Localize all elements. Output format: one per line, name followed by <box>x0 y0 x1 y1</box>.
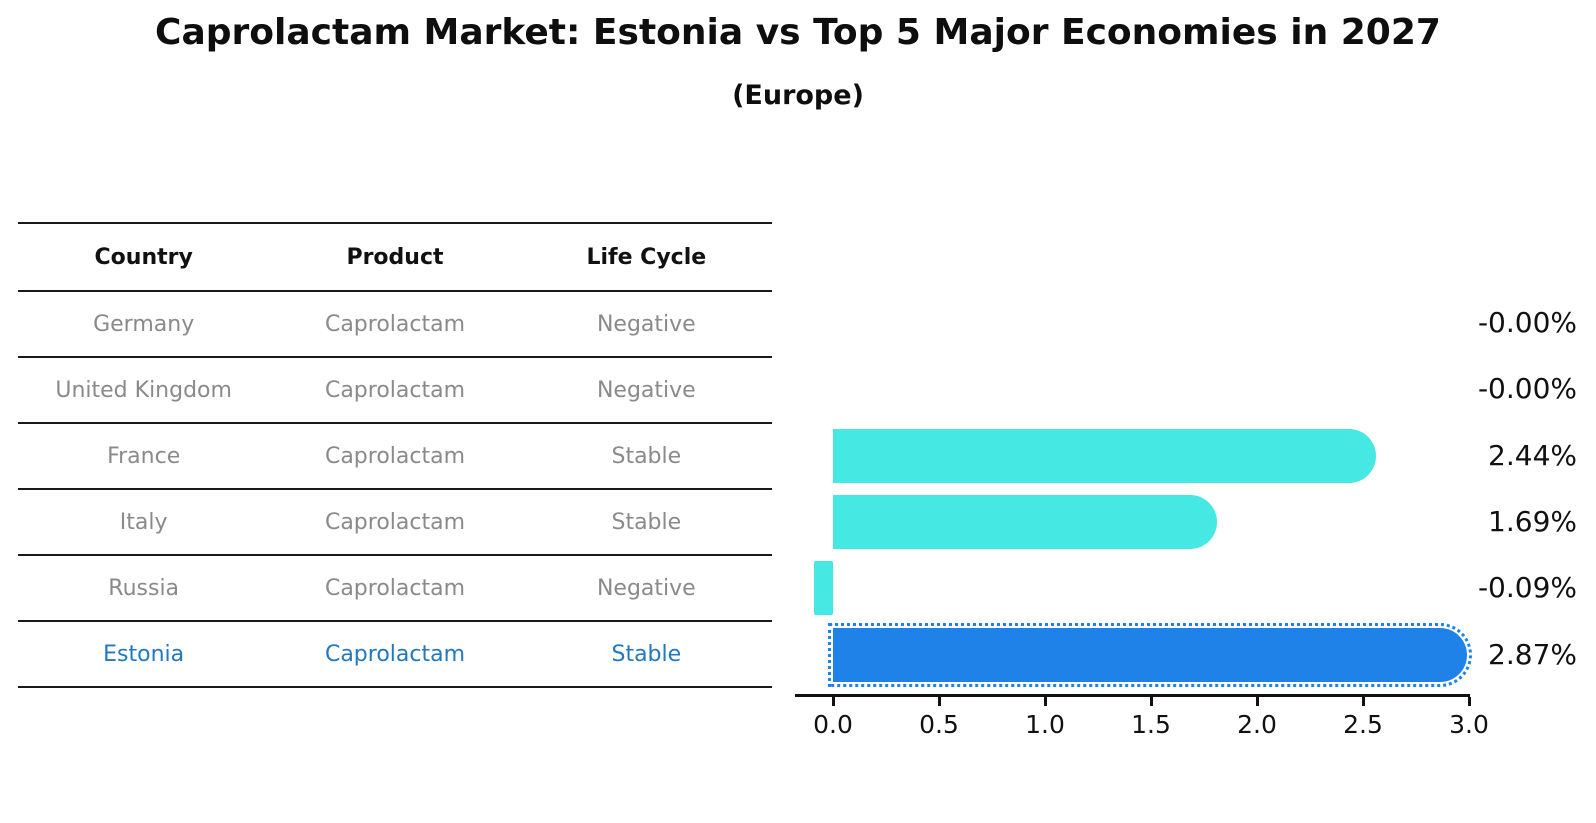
table-header-row: Country Product Life Cycle <box>18 223 772 292</box>
table-row-russia: Russia Caprolactam Negative <box>18 555 772 622</box>
x-tick-label-3.0: 3.0 <box>1449 710 1489 739</box>
life-cycle-cell: Negative <box>520 357 772 424</box>
value-label-united-kingdom: -0.00% <box>1477 372 1577 406</box>
bar-estonia <box>827 622 1473 687</box>
life-cycle-cell: Stable <box>520 423 772 490</box>
bar-france <box>833 428 1377 483</box>
country-cell: Germany <box>18 291 270 358</box>
life-cycle-cell: Stable <box>520 489 772 556</box>
x-tick-mark-1.0 <box>1043 697 1047 706</box>
x-tick-label-1.5: 1.5 <box>1131 710 1171 739</box>
life-cycle-cell: Negative <box>520 555 772 622</box>
country-cell: United Kingdom <box>18 357 270 424</box>
country-cell: France <box>18 423 270 490</box>
country-cell: Estonia <box>18 621 270 688</box>
country-cell: Italy <box>18 489 270 556</box>
x-tick-mark-2.0 <box>1255 697 1259 706</box>
life-cycle-cell: Stable <box>520 621 772 688</box>
country-cell: Russia <box>18 555 270 622</box>
value-label-france: 2.44% <box>1488 438 1577 472</box>
chart-subtitle: (Europe) <box>732 80 864 111</box>
product-cell: Caprolactam <box>269 489 521 556</box>
x-tick-mark-0.0 <box>831 697 835 706</box>
value-label-estonia: 2.87% <box>1488 637 1577 671</box>
column-header-life-cycle: Life Cycle <box>520 223 772 292</box>
value-label-germany: -0.00% <box>1477 306 1577 339</box>
table-row-estonia: Estonia Caprolactam Stable <box>18 621 772 688</box>
bar-russia <box>813 561 833 616</box>
x-tick-label-1.0: 1.0 <box>1025 710 1065 739</box>
column-header-country: Country <box>18 223 270 292</box>
column-header-product: Product <box>269 223 521 292</box>
bar-italy <box>833 494 1218 549</box>
x-tick-label-2.5: 2.5 <box>1343 710 1383 739</box>
value-label-italy: 1.69% <box>1488 504 1577 538</box>
x-tick-mark-0.5 <box>937 697 941 706</box>
x-tick-label-0.0: 0.0 <box>813 710 853 739</box>
value-label-russia: -0.09% <box>1477 571 1577 605</box>
product-cell: Caprolactam <box>269 555 521 622</box>
x-tick-mark-1.5 <box>1149 697 1153 706</box>
life-cycle-cell: Negative <box>520 291 772 358</box>
table-row-france: France Caprolactam Stable <box>18 423 772 490</box>
x-tick-mark-3.0 <box>1467 697 1471 706</box>
table-row-italy: Italy Caprolactam Stable <box>18 489 772 556</box>
x-axis-line <box>795 694 1470 697</box>
product-cell: Caprolactam <box>269 291 521 358</box>
x-tick-mark-2.5 <box>1361 697 1365 706</box>
chart-title: Caprolactam Market: Estonia vs Top 5 Maj… <box>155 12 1441 53</box>
table-row-germany: Germany Caprolactam Negative <box>18 291 772 358</box>
x-tick-label-0.5: 0.5 <box>919 710 959 739</box>
product-cell: Caprolactam <box>269 621 521 688</box>
country-product-table: Country Product Life Cycle Germany Caprol… <box>18 222 772 688</box>
table-row-united-kingdom: United Kingdom Caprolactam Negative <box>18 357 772 424</box>
product-cell: Caprolactam <box>269 357 521 424</box>
x-tick-label-2.0: 2.0 <box>1237 710 1277 739</box>
product-cell: Caprolactam <box>269 423 521 490</box>
